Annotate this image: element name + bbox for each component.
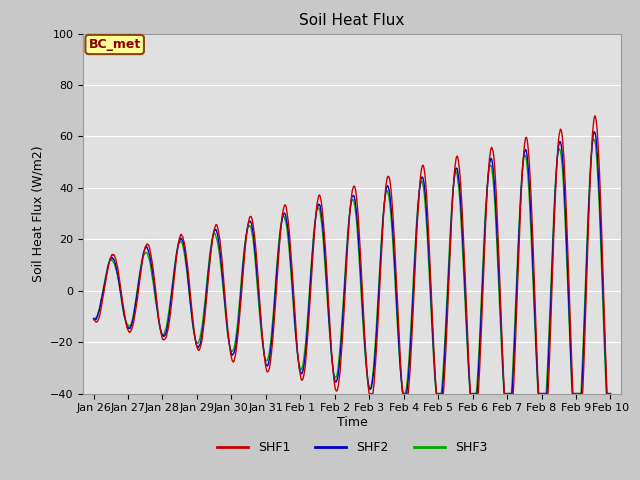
SHF1: [130, 320, 138, 326]
SHF1: [309, 252, 317, 258]
SHF1: [607, 391, 614, 396]
SHF1: [90, 316, 97, 322]
SHF2: [329, 365, 337, 371]
SHF1: [384, 174, 392, 180]
SHF2: [130, 314, 138, 320]
Y-axis label: Soil Heat Flux (W/m2): Soil Heat Flux (W/m2): [31, 145, 44, 282]
SHF2: [591, 129, 598, 135]
Legend: SHF1, SHF2, SHF3: SHF1, SHF2, SHF3: [212, 436, 492, 459]
SHF3: [384, 189, 392, 195]
SHF3: [309, 240, 317, 246]
SHF3: [90, 316, 97, 322]
SHF2: [309, 245, 317, 251]
SHF3: [400, 391, 408, 396]
SHF1: [320, 221, 328, 227]
SHF3: [151, 290, 159, 296]
SHF3: [320, 241, 328, 247]
SHF1: [591, 113, 599, 119]
SHF3: [130, 312, 138, 317]
SHF3: [329, 364, 337, 370]
Line: SHF2: SHF2: [93, 132, 611, 394]
SHF2: [607, 391, 614, 396]
Title: Soil Heat Flux: Soil Heat Flux: [300, 13, 404, 28]
SHF2: [320, 233, 328, 239]
SHF3: [607, 391, 614, 396]
SHF2: [384, 183, 392, 189]
SHF1: [151, 278, 159, 284]
SHF3: [589, 136, 597, 142]
Line: SHF3: SHF3: [93, 139, 611, 394]
Line: SHF1: SHF1: [93, 116, 611, 394]
SHF1: [329, 365, 337, 371]
Text: BC_met: BC_met: [88, 38, 141, 51]
SHF2: [90, 316, 97, 322]
SHF1: [365, 391, 373, 396]
X-axis label: Time: Time: [337, 416, 367, 429]
SHF2: [399, 391, 406, 396]
SHF2: [151, 285, 159, 290]
